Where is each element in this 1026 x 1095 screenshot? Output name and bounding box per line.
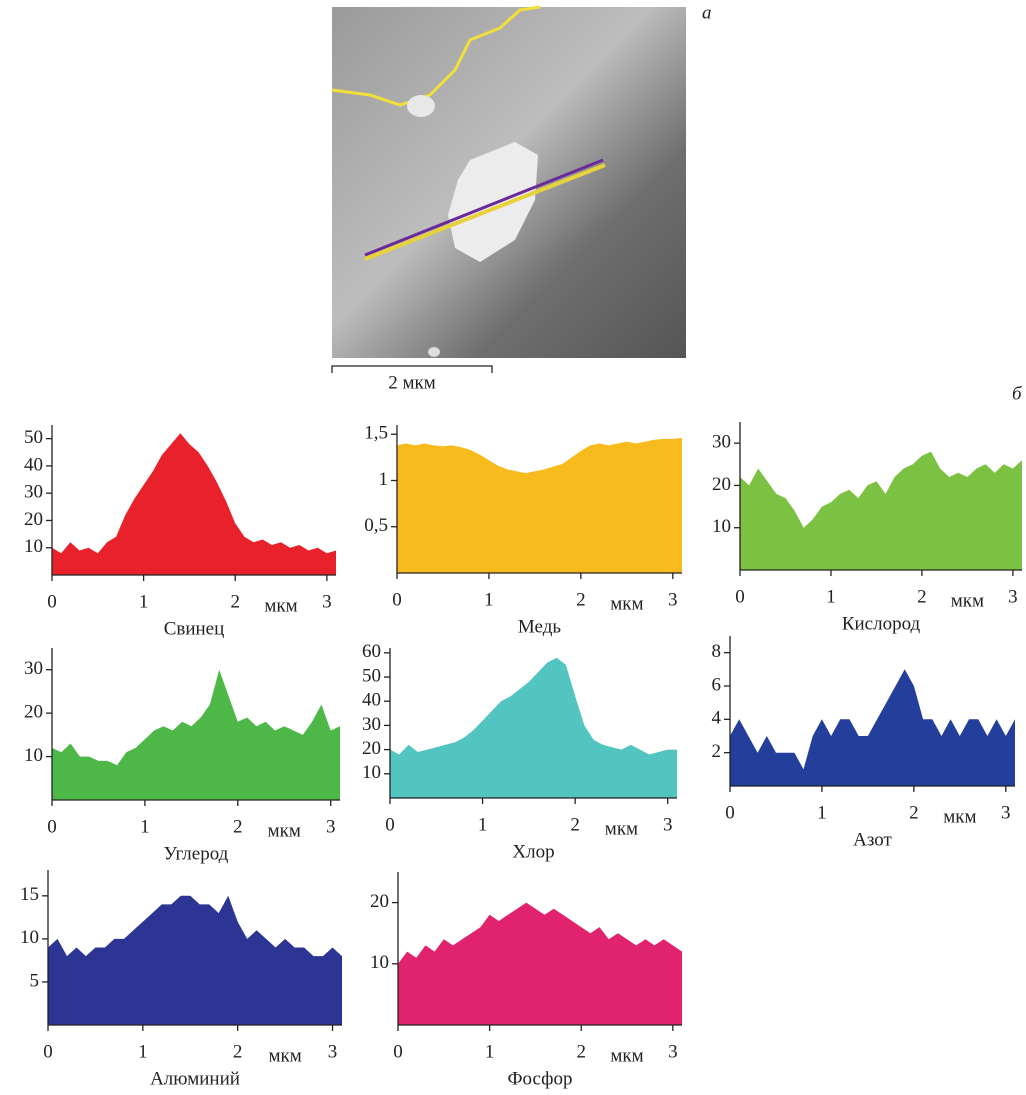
y-tick-label: 60	[362, 641, 381, 662]
chart-title: Углерод	[164, 843, 229, 864]
area	[390, 657, 677, 798]
x-axis-label: мкм	[268, 1045, 301, 1066]
x-tick-label: 0	[392, 589, 402, 610]
area	[730, 669, 1015, 786]
x-tick-label: 3	[668, 589, 678, 610]
x-tick-label: 1	[139, 591, 149, 612]
x-tick-label: 1	[140, 816, 150, 837]
y-tick-label: 40	[24, 454, 43, 475]
x-tick-label: 3	[322, 591, 332, 612]
panel-label: б	[1012, 383, 1023, 404]
x-tick-label: 0	[725, 802, 735, 823]
y-tick-label: 1,5	[364, 423, 388, 444]
x-axis-label: мкм	[605, 818, 638, 839]
x-tick-label: 0	[393, 1041, 403, 1062]
y-tick-label: 20	[370, 891, 389, 912]
x-tick-label: 2	[576, 589, 586, 610]
y-tick-label: 8	[712, 641, 722, 662]
y-tick-label: 1	[379, 469, 389, 490]
x-tick-label: 3	[668, 1041, 678, 1062]
chart-title: Свинец	[164, 618, 225, 639]
y-tick-label: 20	[712, 474, 731, 495]
y-tick-label: 40	[362, 690, 381, 711]
x-axis-label: мкм	[610, 1045, 643, 1066]
x-axis-label: мкм	[268, 820, 301, 841]
area	[48, 895, 342, 1025]
area	[52, 433, 336, 575]
area	[397, 438, 682, 573]
x-tick-label: 1	[485, 1041, 495, 1062]
chart-title: Фосфор	[508, 1068, 573, 1089]
x-tick-label: 0	[385, 814, 395, 835]
y-tick-label: 10	[370, 952, 389, 973]
y-tick-label: 2	[712, 741, 722, 762]
x-tick-label: 0	[43, 1041, 53, 1062]
y-tick-label: 10	[712, 516, 731, 537]
x-tick-label: 0	[735, 586, 745, 607]
x-tick-label: 1	[826, 586, 836, 607]
sem-image	[331, 5, 686, 358]
y-tick-label: 30	[24, 658, 43, 679]
x-tick-label: 2	[570, 814, 580, 835]
y-tick-label: 4	[712, 708, 722, 729]
chart-title: Азот	[853, 829, 892, 850]
x-axis-label: мкм	[943, 806, 976, 827]
area	[52, 669, 340, 800]
scale-bar-label: 2 мкм	[388, 372, 436, 393]
x-tick-label: 1	[817, 802, 827, 823]
x-tick-label: 1	[478, 814, 488, 835]
x-tick-label: 2	[233, 1041, 243, 1062]
x-tick-label: 0	[47, 591, 57, 612]
x-axis-label: мкм	[264, 595, 297, 616]
x-tick-label: 2	[917, 586, 927, 607]
y-tick-label: 20	[362, 738, 381, 759]
area	[398, 902, 682, 1025]
y-tick-label: 6	[712, 674, 722, 695]
x-axis-label: мкм	[610, 593, 643, 614]
x-tick-label: 3	[663, 814, 673, 835]
y-tick-label: 10	[24, 536, 43, 557]
x-tick-label: 3	[1001, 802, 1011, 823]
y-tick-label: 30	[24, 482, 43, 503]
chart-title: Алюминий	[150, 1068, 240, 1089]
panel-label: а	[702, 2, 712, 23]
y-tick-label: 20	[24, 509, 43, 530]
y-tick-label: 50	[362, 665, 381, 686]
x-tick-label: 1	[484, 589, 494, 610]
scale-bar	[331, 365, 493, 373]
y-tick-label: 20	[24, 702, 43, 723]
y-tick-label: 5	[30, 970, 40, 991]
y-tick-label: 10	[20, 927, 39, 948]
chart-title: Медь	[518, 616, 561, 637]
y-tick-label: 10	[362, 762, 381, 783]
x-tick-label: 3	[326, 816, 336, 837]
x-tick-label: 2	[909, 802, 919, 823]
x-tick-label: 2	[233, 816, 243, 837]
x-tick-label: 2	[576, 1041, 586, 1062]
y-tick-label: 0,5	[364, 515, 388, 536]
chart-title: Хлор	[512, 841, 554, 862]
area	[740, 451, 1022, 570]
y-tick-label: 30	[362, 714, 381, 735]
x-tick-label: 1	[138, 1041, 148, 1062]
y-tick-label: 10	[24, 745, 43, 766]
x-tick-label: 3	[1008, 586, 1018, 607]
chart-title: Кислород	[842, 613, 921, 634]
y-tick-label: 50	[24, 427, 43, 448]
x-axis-label: мкм	[951, 590, 984, 611]
y-tick-label: 15	[20, 884, 39, 905]
y-tick-label: 30	[712, 432, 731, 453]
x-tick-label: 2	[230, 591, 240, 612]
x-tick-label: 0	[47, 816, 57, 837]
x-tick-label: 3	[328, 1041, 338, 1062]
